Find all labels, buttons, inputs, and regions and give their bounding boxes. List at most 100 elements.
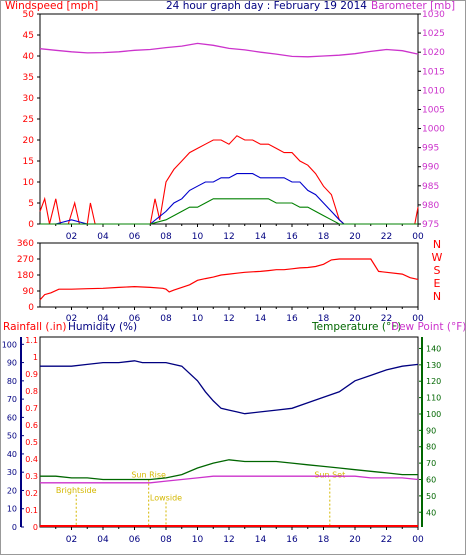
panel2-x-tick-label: 16 bbox=[286, 314, 298, 324]
panel3-x-tick-label: 02 bbox=[66, 535, 77, 545]
barometer-tick-label: 1010 bbox=[422, 86, 445, 96]
panel1-x-tick-label: 12 bbox=[223, 232, 234, 242]
rainfall-tick-label: 0.7 bbox=[25, 404, 38, 413]
compass-label: W bbox=[432, 251, 443, 264]
rainfall-tick-label: 1 bbox=[33, 353, 38, 362]
annotation-label: Brightside bbox=[56, 486, 97, 495]
humidity-line bbox=[40, 360, 419, 415]
barometer-tick-label: 1025 bbox=[422, 29, 445, 39]
panel1-x-tick-label: 10 bbox=[192, 232, 204, 242]
panel2-x-tick-label: 20 bbox=[349, 314, 361, 324]
windspeed-tick-label: 5 bbox=[28, 199, 34, 209]
temperature-tick-label: 40 bbox=[426, 508, 436, 517]
barometer-tick-label: 995 bbox=[422, 144, 439, 154]
barometer-tick-label: 990 bbox=[422, 163, 439, 173]
humidity-tick-label: 0 bbox=[12, 523, 17, 532]
compass-label: N bbox=[433, 290, 441, 303]
humidity-temperature-panel: 010203040506070809010000.10.20.30.40.50.… bbox=[2, 336, 442, 545]
panel3-x-tick-label: 18 bbox=[318, 535, 330, 545]
windspeed-tick-label: 45 bbox=[23, 31, 34, 41]
rainfall-tick-label: 0.5 bbox=[25, 438, 38, 447]
wind-speed-line bbox=[40, 198, 418, 225]
wind-gust-line bbox=[39, 135, 419, 225]
panel1-x-tick-label: 00 bbox=[412, 232, 424, 242]
temperature-tick-label: 70 bbox=[426, 459, 436, 468]
panel2-x-tick-label: 00 bbox=[412, 314, 424, 324]
temperature-tick-label: 130 bbox=[426, 361, 441, 370]
barometer-line bbox=[39, 42, 419, 58]
temperature-tick-label: 140 bbox=[426, 344, 441, 353]
windspeed-tick-label: 25 bbox=[23, 115, 34, 125]
windspeed-tick-label: 35 bbox=[23, 73, 34, 83]
humidity-tick-label: 20 bbox=[7, 486, 17, 495]
annotation-label: Sun Rise bbox=[131, 471, 166, 480]
panel1-x-tick-label: 22 bbox=[381, 232, 392, 242]
temperature-tick-label: 90 bbox=[426, 426, 436, 435]
direction-tick-label: 180 bbox=[17, 271, 34, 281]
barometer-tick-label: 1020 bbox=[422, 48, 445, 58]
humidity-tick-label: 40 bbox=[7, 450, 17, 459]
panel2-x-tick-label: 14 bbox=[255, 314, 267, 324]
wind-barometer-panel: 0510152025303540455097598098599099510001… bbox=[23, 10, 446, 242]
panel3-x-tick-label: 14 bbox=[255, 535, 267, 545]
humidity-tick-label: 70 bbox=[7, 395, 17, 404]
dew-point-line bbox=[40, 475, 419, 484]
humidity-tick-label: 10 bbox=[7, 505, 17, 514]
humidity-tick-label: 90 bbox=[7, 359, 17, 368]
rainfall-tick-label: 0.4 bbox=[25, 455, 38, 464]
temperature-tick-label: 80 bbox=[426, 443, 436, 452]
panel3-x-tick-label: 04 bbox=[97, 535, 109, 545]
annotation-label: Sun Set bbox=[314, 471, 345, 480]
panel2-x-tick-label: 04 bbox=[97, 314, 109, 324]
temperature-tick-label: 60 bbox=[426, 476, 436, 485]
panel2-x-tick-label: 06 bbox=[129, 314, 141, 324]
panel3-x-tick-label: 20 bbox=[349, 535, 361, 545]
windspeed-tick-label: 40 bbox=[23, 52, 35, 62]
windspeed-tick-label: 10 bbox=[23, 178, 35, 188]
rainfall-tick-label: 0.9 bbox=[25, 370, 38, 379]
humidity-axis-title: Humidity (%) bbox=[68, 321, 137, 333]
compass-label: E bbox=[434, 277, 441, 290]
rainfall-tick-label: 0.2 bbox=[25, 489, 38, 498]
temperature-tick-label: 120 bbox=[426, 377, 441, 386]
rainfall-tick-label: 1.1 bbox=[25, 336, 38, 345]
barometer-tick-label: 985 bbox=[422, 182, 439, 192]
panel1-x-tick-label: 06 bbox=[129, 232, 141, 242]
compass-label: S bbox=[434, 264, 441, 277]
humidity-tick-label: 80 bbox=[7, 377, 17, 386]
panel1-x-tick-label: 04 bbox=[97, 232, 109, 242]
barometer-axis-title: Barometer [mb] bbox=[371, 0, 455, 12]
temperature-line bbox=[40, 459, 418, 481]
windspeed-tick-label: 15 bbox=[23, 157, 34, 167]
windspeed-tick-label: 50 bbox=[23, 10, 35, 20]
graph-title: 24 hour graph day : February 19 2014 bbox=[166, 0, 367, 12]
panel1-x-tick-label: 16 bbox=[286, 232, 298, 242]
windspeed-axis-title: Windspeed [mph] bbox=[5, 0, 98, 12]
barometer-tick-label: 1000 bbox=[422, 125, 445, 135]
rainfall-tick-label: 0.8 bbox=[25, 387, 38, 396]
wind-average-line bbox=[40, 173, 418, 225]
compass-label: N bbox=[433, 238, 441, 251]
dew-point-axis-title: Dew Point (°F) bbox=[391, 321, 466, 333]
panel3-x-tick-label: 22 bbox=[381, 535, 392, 545]
wind-direction-line bbox=[39, 258, 419, 301]
direction-tick-label: 0 bbox=[28, 303, 34, 313]
windspeed-tick-label: 30 bbox=[23, 94, 35, 104]
barometer-tick-label: 1030 bbox=[422, 10, 445, 20]
panel2-x-tick-label: 08 bbox=[160, 314, 172, 324]
windspeed-tick-label: 0 bbox=[28, 220, 34, 230]
panel1-x-tick-label: 08 bbox=[160, 232, 172, 242]
panel2-x-tick-label: 18 bbox=[318, 314, 330, 324]
panel1-x-tick-label: 14 bbox=[255, 232, 267, 242]
humidity-tick-label: 30 bbox=[7, 468, 17, 477]
panel2-x-tick-label: 12 bbox=[223, 314, 234, 324]
direction-tick-label: 270 bbox=[17, 255, 34, 265]
direction-tick-label: 360 bbox=[17, 239, 34, 249]
rainfall-tick-label: 0.6 bbox=[25, 421, 38, 430]
rainfall-axis-title: Rainfall (.in) bbox=[3, 321, 66, 333]
panel3-x-tick-label: 00 bbox=[412, 535, 424, 545]
rainfall-tick-label: 0.3 bbox=[25, 472, 38, 481]
